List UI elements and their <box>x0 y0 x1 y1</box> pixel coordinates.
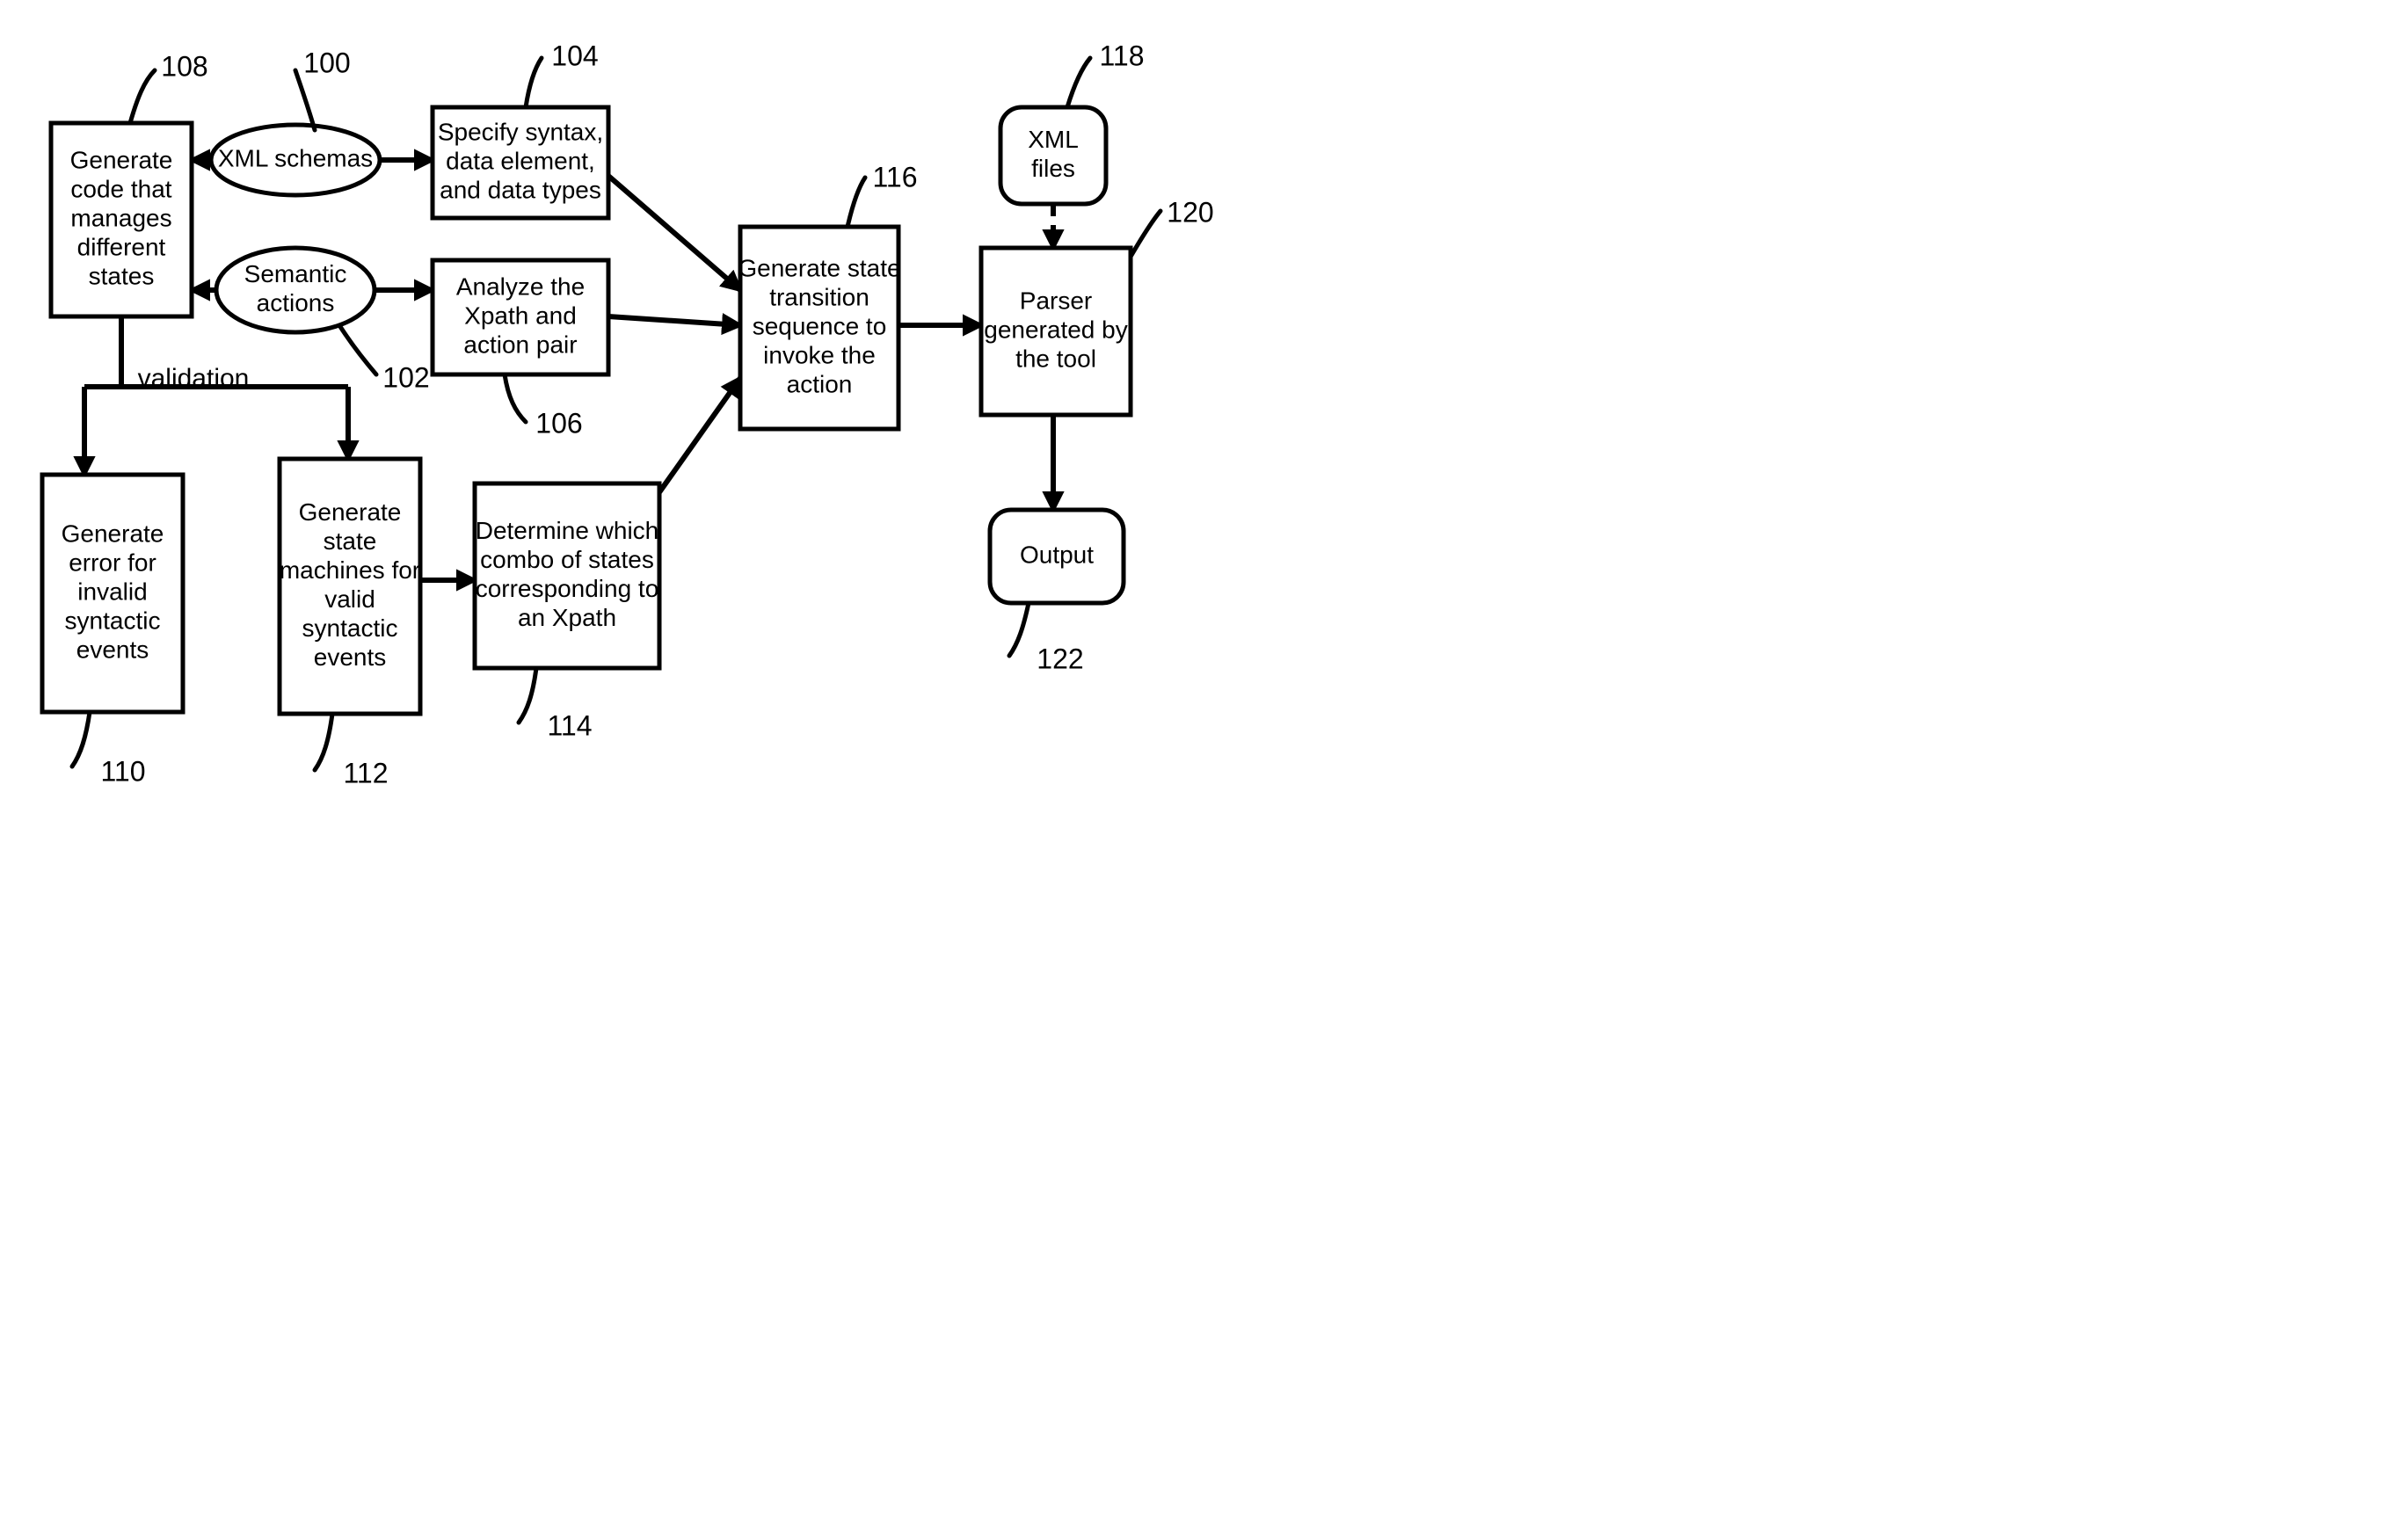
node-text: state <box>324 527 377 555</box>
node-text: syntactic <box>302 614 398 642</box>
edge <box>608 316 740 325</box>
node-text: events <box>76 636 149 663</box>
node-text: files <box>1031 155 1075 182</box>
ref-leader <box>1009 603 1029 656</box>
node-text: events <box>314 643 387 671</box>
node-text: transition <box>769 283 869 310</box>
ref-label: 106 <box>535 407 582 439</box>
node-text: Generate <box>299 498 402 526</box>
node-text: Specify syntax, <box>438 118 603 145</box>
node-text: sequence to <box>753 312 887 339</box>
ref-leader <box>505 374 526 422</box>
node-text: generated by <box>984 316 1127 343</box>
node-text: states <box>89 262 155 289</box>
ref-label: 122 <box>1037 643 1083 674</box>
node-text: Determine which <box>476 517 659 544</box>
ref-leader <box>72 712 90 767</box>
node-text: XML schemas <box>218 144 373 171</box>
node-text: combo of states <box>480 546 654 573</box>
node-n100: XML schemas 100 <box>211 47 380 195</box>
node-text: syntactic <box>65 607 161 634</box>
node-n106: Analyze theXpath andaction pair 106 <box>433 260 608 439</box>
node-text: Generate <box>70 146 173 173</box>
node-n116: Generate statetransitionsequence toinvok… <box>738 161 917 429</box>
node-text: Generate state <box>738 254 900 281</box>
ref-leader <box>295 70 315 130</box>
node-text: machines for <box>280 556 420 584</box>
node-n122: Output 122 <box>990 510 1124 674</box>
node-text: data element, <box>446 147 595 174</box>
node-n108: Generatecode thatmanagesdifferentstates 1… <box>51 50 208 316</box>
ref-label: 100 <box>303 47 350 78</box>
edge <box>608 176 740 290</box>
ref-leader <box>526 58 542 107</box>
labels-layer: validation <box>138 364 250 393</box>
node-text: Semantic <box>244 260 347 287</box>
node-text: action pair <box>463 331 577 358</box>
node-text: an Xpath <box>518 604 616 631</box>
node-text: Generate <box>62 520 164 547</box>
node-text: invoke the <box>763 341 876 368</box>
edge <box>659 378 740 492</box>
node-n114: Determine whichcombo of statescorrespond… <box>475 483 659 741</box>
ref-leader <box>1131 211 1160 257</box>
ref-label: 112 <box>343 757 388 788</box>
ref-label: 104 <box>551 40 598 71</box>
ref-label: 118 <box>1099 40 1144 71</box>
node-text: actions <box>257 289 335 316</box>
ref-leader <box>519 668 536 723</box>
ref-label: 108 <box>161 50 207 82</box>
node-text: the tool <box>1015 345 1096 372</box>
node-text: action <box>787 370 853 397</box>
ref-label: 116 <box>872 161 917 193</box>
node-n110: Generateerror forinvalidsyntacticevents 1… <box>42 475 183 787</box>
node-text: different <box>77 233 166 260</box>
node-n104: Specify syntax,data element,and data typ… <box>433 40 608 218</box>
node-n112: Generatestatemachines forvalidsyntactice… <box>280 459 420 788</box>
node-text: Output <box>1020 541 1094 568</box>
node-text: Xpath and <box>464 302 577 329</box>
node-text: valid <box>324 585 375 613</box>
ref-label: 110 <box>100 755 145 787</box>
ref-leader <box>339 325 376 374</box>
node-text: corresponding to <box>476 575 659 602</box>
node-text: Analyze the <box>456 272 585 300</box>
free-label: validation <box>138 364 250 393</box>
node-text: and data types <box>440 176 601 203</box>
ref-leader <box>848 178 865 227</box>
ref-leader <box>1067 58 1090 107</box>
node-text: error for <box>69 549 156 576</box>
node-n118: XMLfiles 118 <box>1000 40 1145 204</box>
nodes-layer: XML schemas 100 Semanticactions 102 Specify … <box>42 40 1214 788</box>
node-text: Parser <box>1020 287 1092 314</box>
node-text: manages <box>70 204 171 231</box>
ref-leader <box>130 70 155 123</box>
ref-label: 120 <box>1167 196 1213 228</box>
node-n120: Parsergenerated bythe tool 120 <box>981 196 1214 415</box>
ref-label: 114 <box>547 709 592 741</box>
ref-label: 102 <box>382 361 429 393</box>
node-text: XML <box>1028 126 1079 153</box>
node-text: invalid <box>77 578 147 605</box>
node-text: code that <box>70 175 171 202</box>
ref-leader <box>315 714 332 770</box>
